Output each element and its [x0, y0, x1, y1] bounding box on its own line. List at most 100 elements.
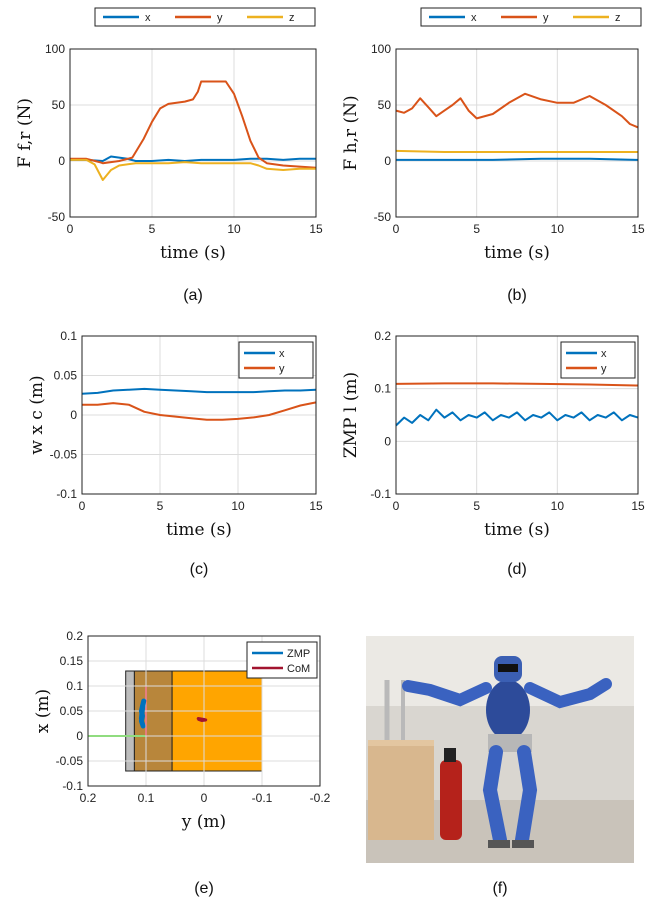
series-x-line: [395, 408, 639, 427]
chart-e: 0.2 0.1 0 -0.1 -0.2 -0.1 -0.05 0 0.05 0.1 0.15 0.2 y…: [33, 629, 331, 897]
x-tick-label: 15: [631, 222, 645, 236]
y-tick-label: 0: [58, 154, 65, 168]
legend-box: [246, 641, 318, 679]
x-tick-label: 15: [309, 222, 323, 236]
y-tick-label: 100: [371, 42, 391, 56]
y-axis-label: F f,r (N): [15, 98, 35, 168]
x-axis-label: time (s): [160, 243, 226, 263]
x-axis-label: time (s): [484, 243, 550, 263]
y-tick-label: 0: [384, 154, 391, 168]
plot-frame: [69, 48, 317, 218]
chart-caption: (e): [194, 880, 214, 897]
y-tick-label: 0.2: [374, 329, 391, 343]
y-tick-label: 0: [70, 408, 77, 422]
plot-area: [70, 49, 316, 217]
series-y-line: [82, 401, 317, 421]
y-tick-label: 0.1: [66, 679, 83, 693]
legend-label-com: CoM: [287, 663, 310, 675]
chart-c: 0 5 10 15 -0.1 -0.05 0 0.05 0.1 time (s) w x c (m)…: [27, 329, 323, 578]
x-tick-label: 10: [551, 499, 565, 513]
x-tick-label: 10: [551, 222, 565, 236]
legend-label-y: y: [543, 12, 549, 24]
y-tick-label: -0.1: [370, 487, 391, 501]
plot-frame: [395, 48, 639, 218]
y-tick-label: 0.05: [60, 704, 84, 718]
y-axis-label: x (m): [33, 689, 53, 733]
series-com-trace: [196, 717, 208, 722]
plot-frame: [87, 635, 321, 787]
x-axis-label: time (s): [166, 520, 232, 540]
x-tick-label: 0: [393, 222, 400, 236]
plot-area: [396, 49, 638, 217]
legend-label-y: y: [601, 363, 607, 375]
y-axis-label: F h,r (N): [341, 95, 361, 170]
series-x-line: [396, 157, 639, 161]
x-axis-label: time (s): [484, 520, 550, 540]
x-tick-label: 0.2: [80, 791, 97, 805]
plot-frame: [395, 335, 639, 495]
x-axis-label: y (m): [181, 812, 226, 832]
y-tick-label: 0.2: [66, 629, 83, 643]
legend-label-zmp: ZMP: [287, 648, 310, 660]
y-axis-label: w x c (m): [27, 375, 47, 454]
legend-label-y: y: [279, 363, 285, 375]
chart-caption: (b): [507, 287, 527, 304]
y-tick-label: 50: [378, 98, 392, 112]
photo-caption: (f): [492, 880, 507, 897]
y-tick-label: -0.05: [56, 754, 84, 768]
x-tick-label: 0: [393, 499, 400, 513]
x-tick-label: 5: [157, 499, 164, 513]
y-tick-label: 0: [76, 729, 83, 743]
y-tick-label: 0.1: [60, 329, 77, 343]
plot-frame: [81, 335, 317, 495]
series-z-line: [395, 149, 638, 153]
legend-label-x: x: [601, 348, 607, 360]
y-tick-label: 0: [384, 434, 391, 448]
x-tick-label: 10: [227, 222, 241, 236]
x-tick-label: 0.1: [138, 791, 155, 805]
x-tick-label: 0: [201, 791, 208, 805]
x-tick-label: 15: [631, 499, 645, 513]
y-tick-label: 0.1: [374, 382, 391, 396]
y-tick-label: 0.15: [60, 654, 84, 668]
y-tick-label: -50: [48, 210, 66, 224]
x-tick-label: 15: [309, 499, 323, 513]
series-y-line: [395, 382, 639, 387]
x-tick-label: -0.1: [252, 791, 273, 805]
legend-box: [238, 341, 314, 379]
legend-label-x: x: [471, 12, 477, 24]
legend-label-z: z: [615, 12, 621, 24]
chart-caption: (c): [190, 561, 209, 578]
series-y-line: [70, 80, 317, 169]
legend-label-z: z: [289, 12, 295, 24]
legend-label-x: x: [279, 348, 285, 360]
chart-caption: (d): [507, 561, 527, 578]
y-tick-label: 100: [45, 42, 65, 56]
series-x-line: [70, 155, 316, 162]
x-tick-label: 10: [231, 499, 245, 513]
y-tick-label: -0.1: [56, 487, 77, 501]
legend-label-x: x: [145, 12, 151, 24]
x-tick-label: 5: [149, 222, 156, 236]
series-zmp-trace: [138, 698, 147, 729]
series-x-line: [81, 387, 317, 395]
x-tick-label: -0.2: [310, 791, 331, 805]
series-y-line: [395, 92, 639, 129]
y-tick-label: -0.1: [62, 779, 83, 793]
y-tick-label: -50: [374, 210, 392, 224]
x-tick-label: 5: [473, 222, 480, 236]
robot-photo: [366, 636, 634, 863]
x-tick-label: 0: [67, 222, 74, 236]
hand-region: [171, 670, 263, 772]
x-tick-label: 5: [473, 499, 480, 513]
legend-label-y: y: [217, 12, 223, 24]
y-tick-label: 50: [52, 98, 66, 112]
legend-box: [560, 341, 636, 379]
y-tick-label: 0.05: [54, 369, 78, 383]
x-tick-label: 0: [79, 499, 86, 513]
y-axis-label: ZMP l (m): [341, 372, 361, 458]
